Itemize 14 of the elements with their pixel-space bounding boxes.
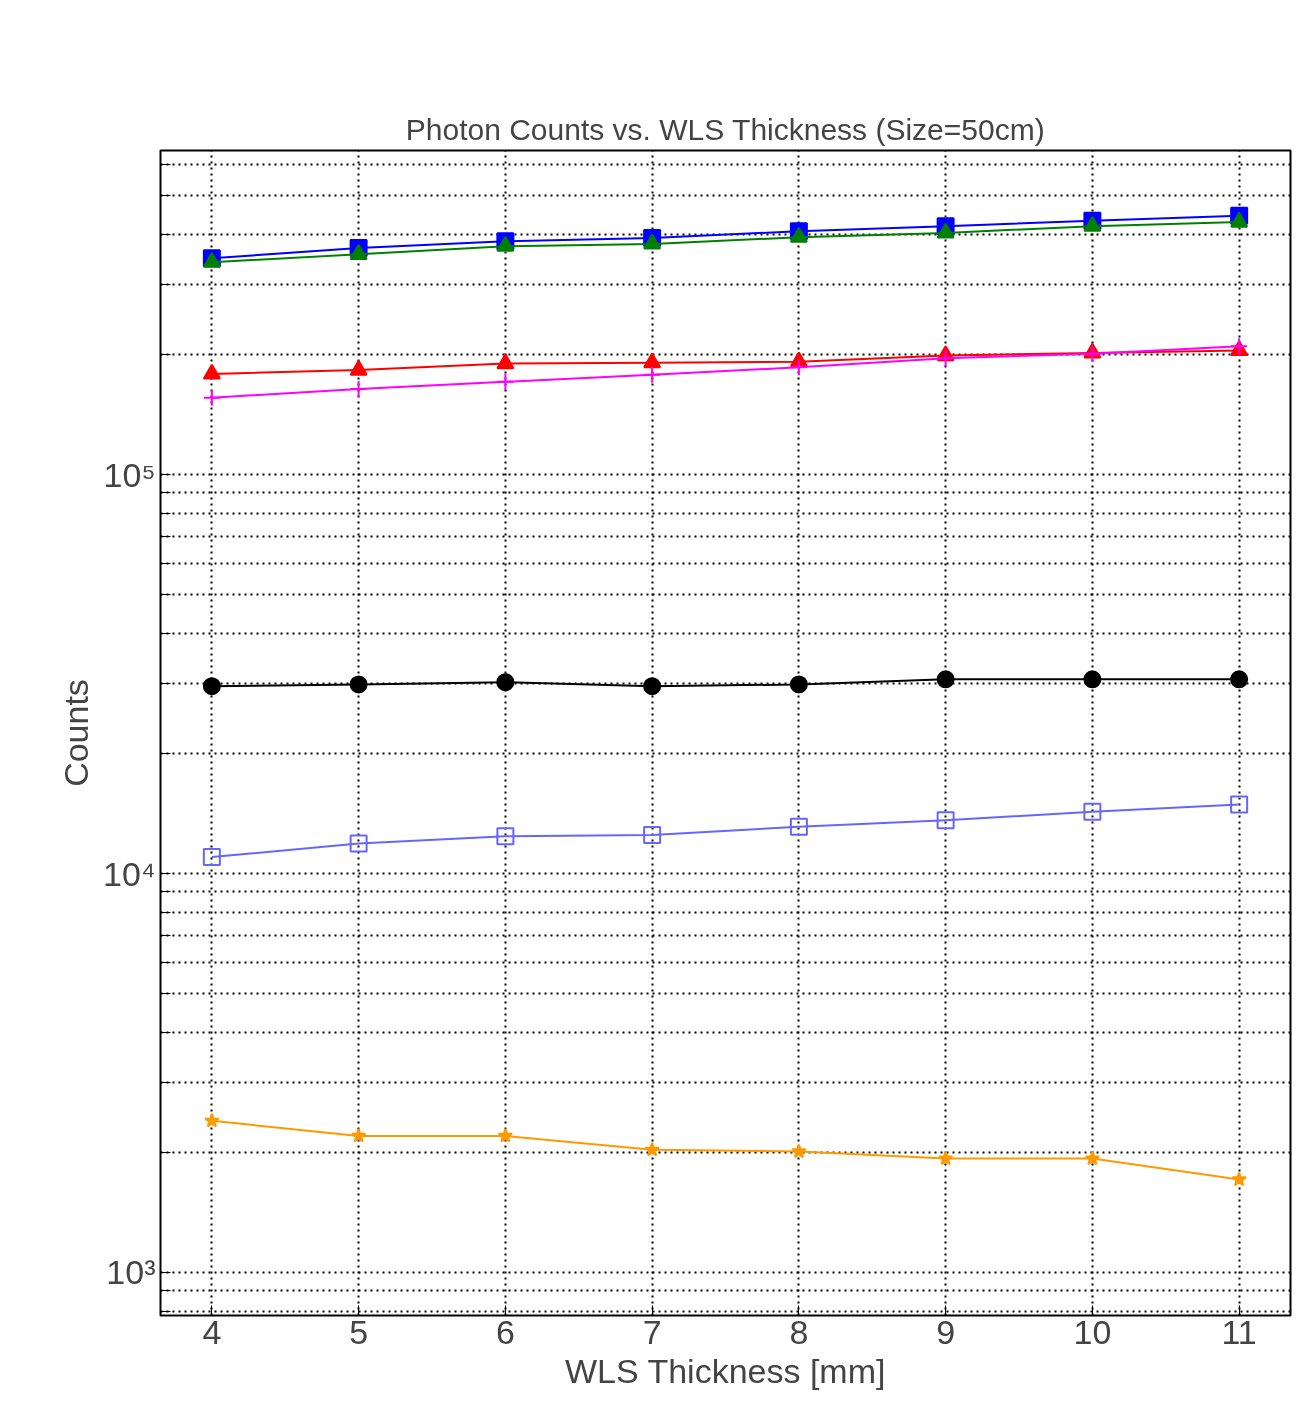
chart-title: Photon Counts vs. WLS Thickness (Size=50cm) [405,112,1045,146]
x-tick-label: 11 [1221,1312,1257,1351]
x-tick-label: 7 [642,1312,662,1351]
y-axis-title: Counts [57,679,96,787]
y-tick-label: 10⁴ [103,854,156,893]
y-tick-label: 10⁵ [103,455,156,494]
x-tick-label: 5 [349,1312,369,1351]
x-axis-title: WLS Thickness [mm] [564,1351,886,1390]
x-tick-label: 6 [495,1312,515,1351]
x-tick-label: 10 [1073,1312,1112,1351]
y-tick-label: 10³ [106,1253,156,1292]
x-tick-label: 9 [936,1312,956,1351]
x-tick-label: 8 [789,1312,809,1351]
x-tick-label: 4 [202,1312,222,1351]
